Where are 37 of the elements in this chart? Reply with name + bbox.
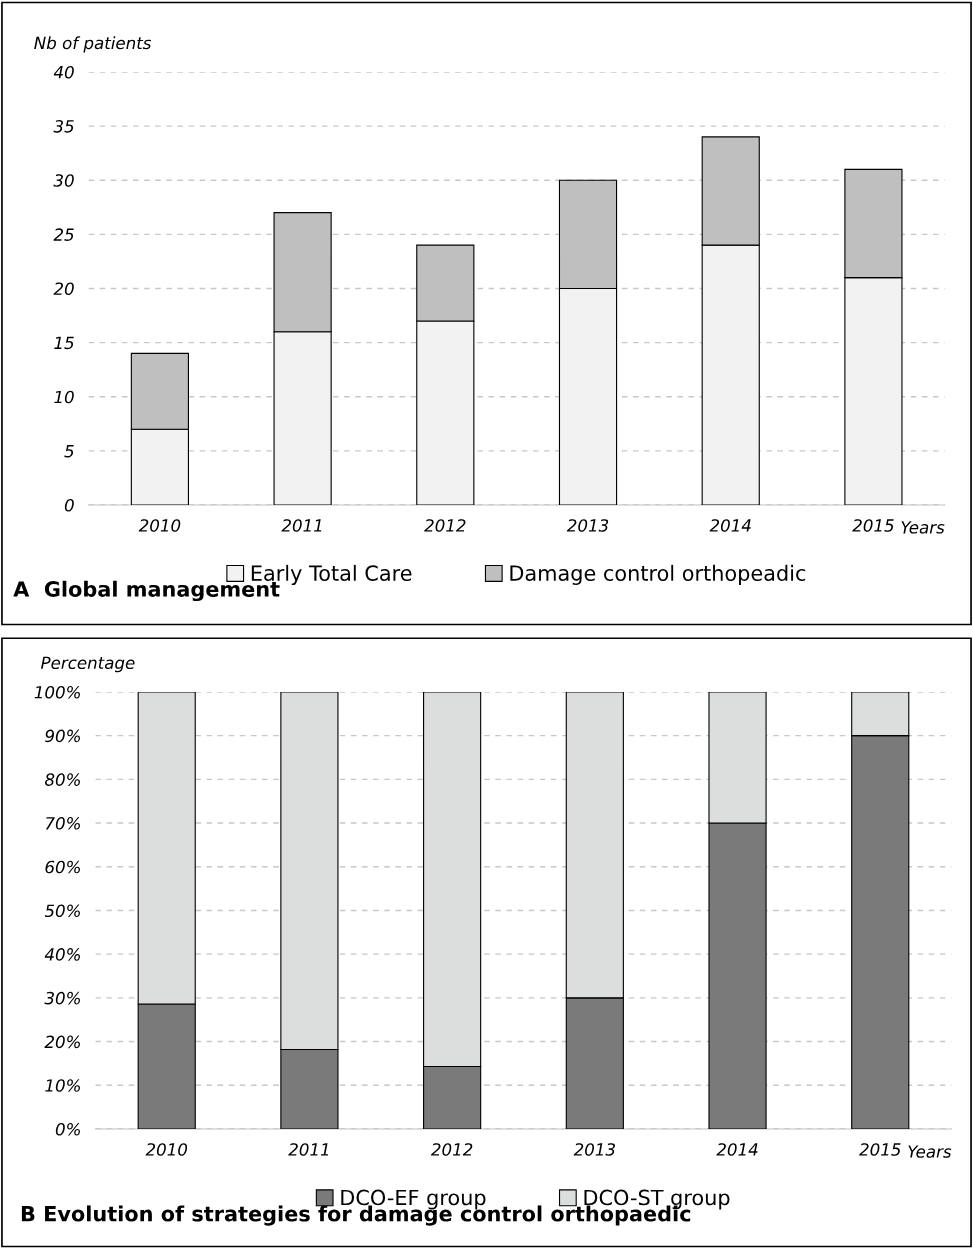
- x-axis-title: Years: [908, 1145, 952, 1158]
- x-tick-label: 2013: [566, 519, 609, 532]
- y-tick-label: 10: [54, 390, 74, 404]
- y-tick-label: 50%: [44, 904, 80, 918]
- y-tick-label: 35: [53, 120, 74, 133]
- x-tick-label: 2010: [145, 1143, 188, 1156]
- y-tick-label: 90%: [45, 729, 80, 743]
- x-tick-label: 2013: [573, 1143, 615, 1156]
- y-tick-label: 15: [54, 336, 74, 350]
- y-tick-label: 100%: [34, 685, 80, 699]
- y-tick-label: 0: [64, 498, 74, 512]
- y-tick-label: 25: [53, 228, 74, 241]
- y-tick-label: 30: [53, 174, 74, 187]
- y-tick-label: 80%: [44, 773, 80, 786]
- y-axis-title: Nb of patients: [34, 36, 152, 53]
- y-tick-label: 5: [64, 445, 74, 458]
- x-tick-label: 2011: [281, 519, 322, 532]
- y-tick-label: 40%: [44, 948, 80, 961]
- x-tick-label: 2014: [716, 1143, 758, 1156]
- x-tick-label: 2015: [859, 1143, 901, 1156]
- y-tick-label: 40: [53, 65, 74, 79]
- y-tick-label: 30%: [44, 991, 80, 1005]
- x-tick-label: 2011: [288, 1143, 329, 1156]
- x-tick-label: 2012: [430, 1143, 473, 1156]
- x-axis-title: Years: [901, 521, 945, 534]
- y-tick-label: 60%: [45, 860, 80, 874]
- y-tick-label: 70%: [45, 817, 80, 830]
- x-tick-label: 2015: [852, 519, 894, 532]
- x-tick-label: 2014: [709, 519, 751, 532]
- x-tick-label: 2010: [138, 519, 181, 532]
- y-tick-label: 20%: [44, 1035, 80, 1049]
- y-tick-label: 10%: [45, 1079, 80, 1092]
- x-tick-label: 2012: [424, 519, 466, 532]
- y-axis-title: Percentage: [41, 656, 135, 673]
- legend-label: Damage control orthopeadic: [510, 564, 806, 586]
- y-tick-label: 0%: [55, 1122, 80, 1136]
- y-tick-label: 20: [53, 282, 74, 296]
